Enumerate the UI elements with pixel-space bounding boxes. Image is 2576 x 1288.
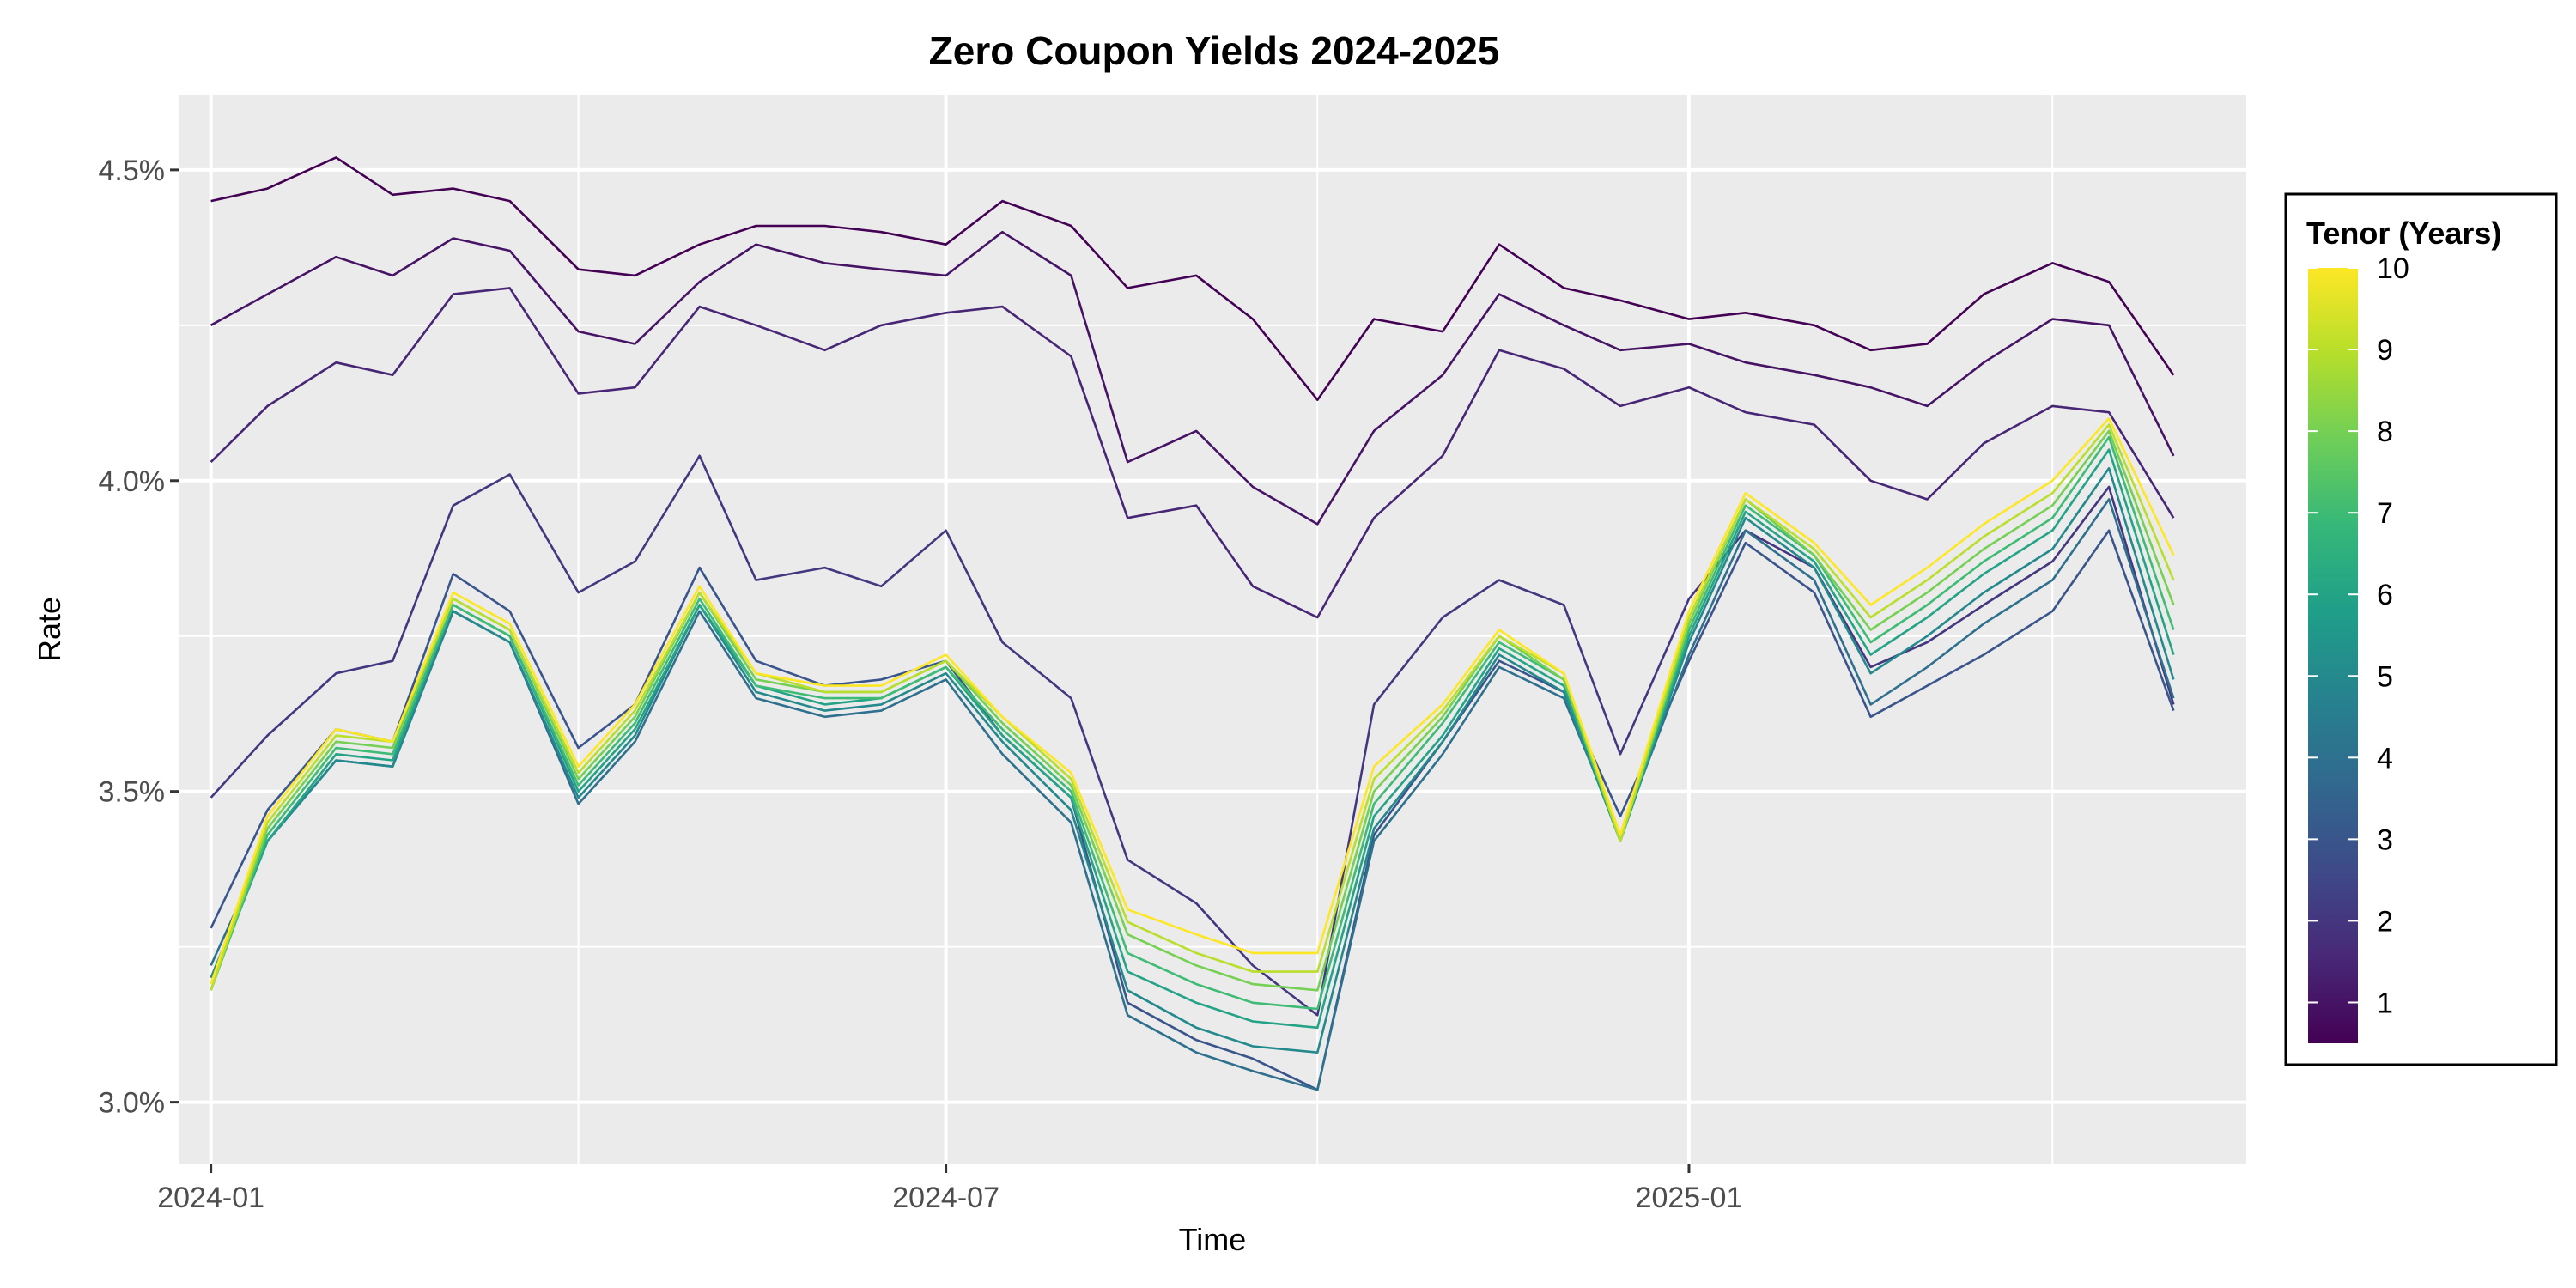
series-line-tenor-7 [210, 435, 2175, 1011]
legend-colorbar [2308, 268, 2358, 1043]
legend-tick-label: 3 [2377, 823, 2393, 856]
series-line-tenor-10 [210, 417, 2175, 985]
legend-ticks: 1 2 3 4 5 6 7 8 9 10 [2308, 252, 2409, 1019]
y-axis-title: Rate [32, 597, 67, 662]
series-line-tenor-5 [210, 466, 2175, 1054]
major-gridlines [179, 95, 2246, 1164]
series-line-tenor-2 [210, 454, 2175, 1017]
legend: Tenor (Years) 1 2 3 4 5 6 7 8 9 10 [2284, 192, 2558, 1066]
legend-tick-label: 5 [2377, 660, 2393, 693]
legend-tick-label: 2 [2377, 905, 2393, 938]
x-axis: 2024-01 2024-07 2025-01 [157, 1164, 1742, 1214]
x-tick-label: 2024-01 [157, 1182, 264, 1214]
y-tick-label: 3.0% [99, 1087, 166, 1120]
x-tick-label: 2025-01 [1636, 1182, 1743, 1214]
series-line-tenor-1-5 [210, 287, 2175, 619]
y-tick-label: 4.0% [99, 465, 166, 498]
legend-tick-label: 6 [2377, 579, 2393, 611]
legend-tick-label: 1 [2377, 987, 2393, 1019]
legend-title: Tenor (Years) [2306, 216, 2501, 251]
legend-tick-label: 10 [2377, 252, 2409, 285]
plot-panel [179, 95, 2246, 1164]
y-axis: 3.0% 3.5% 4.0% 4.5% [99, 155, 179, 1120]
chart-title: Zero Coupon Yields 2024-2025 [929, 28, 1500, 73]
legend-tick-label: 4 [2377, 742, 2393, 775]
y-tick-label: 4.5% [99, 155, 166, 187]
series-line-tenor-0-5 [210, 156, 2175, 402]
series-line-tenor-9 [210, 423, 2175, 991]
legend-tick-label: 9 [2377, 334, 2393, 367]
legend-tick-label: 7 [2377, 497, 2393, 530]
x-axis-title: Time [1179, 1222, 1247, 1257]
x-tick-label: 2024-07 [892, 1182, 999, 1214]
series-line-tenor-1 [210, 230, 2175, 526]
series-lines [210, 156, 2175, 1091]
series-line-tenor-3 [210, 529, 2175, 1091]
minor-gridlines [179, 95, 2246, 1164]
legend-tick-label: 8 [2377, 416, 2393, 448]
y-tick-label: 3.5% [99, 776, 166, 809]
